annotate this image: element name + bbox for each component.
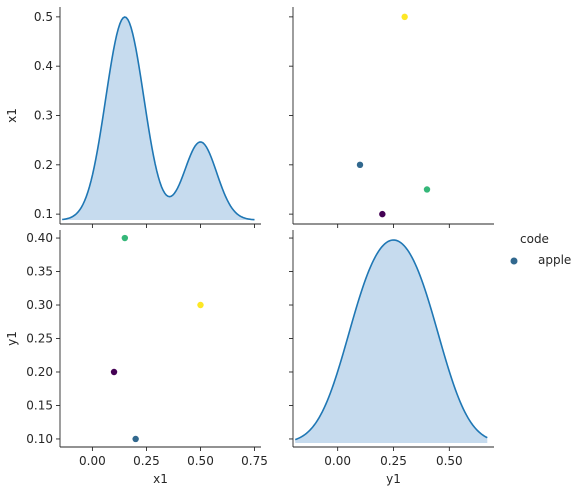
y-tick-label: 0.3 [34, 109, 53, 123]
kde-line-y1 [294, 239, 488, 441]
y-tick-label: 0.30 [26, 298, 53, 312]
y-tick-label: 0.5 [34, 10, 53, 24]
scatter-point-2 [197, 301, 204, 309]
y-axis-title: x1 [5, 108, 19, 123]
panel-y1-vs-x1: 0.10 0.15 0.20 0.25 0.30 0.35 0.40 0.00 0.25 0.50… [5, 230, 268, 486]
y-tick-label: 0.4 [34, 59, 53, 73]
scatter-point-3 [121, 234, 129, 242]
panel-x1-vs-x1: 0.1 0.2 0.3 0.4 0.5 x1 [5, 7, 261, 228]
legend-marker [510, 257, 518, 265]
y-tick-label: 0.2 [34, 158, 53, 172]
y-tick-label: 0.25 [26, 332, 53, 346]
scatter-point-2 [401, 13, 408, 21]
legend-title: code [520, 232, 549, 246]
x-tick-label: 0.50 [436, 454, 463, 468]
y-tick-label: 0.10 [26, 432, 53, 446]
kde-area-y1 [295, 240, 488, 443]
x-axis-title: x1 [153, 472, 168, 486]
panel-y1-vs-y1: 0.00 0.25 0.50 y1 [289, 230, 494, 486]
scatter-point-3 [423, 186, 431, 193]
x-tick-label: 0.00 [79, 454, 106, 468]
x-tick-label: 0.50 [187, 454, 214, 468]
y-tick-label: 0.15 [26, 398, 53, 412]
x-tick-label: 0.75 [241, 454, 268, 468]
panel-x1-vs-y1 [289, 7, 494, 228]
y-tick-label: 0.20 [26, 365, 53, 379]
y-tick-label: 0.1 [34, 207, 53, 221]
y-tick-label: 0.40 [26, 231, 53, 245]
y-axis-title: y1 [5, 331, 19, 346]
scatter-point-0 [132, 435, 139, 443]
y-tick-label: 0.35 [26, 265, 53, 279]
scatter-point-1 [110, 368, 118, 376]
x-axis-title: y1 [386, 472, 401, 486]
scatter-point-0 [356, 161, 364, 169]
scatter-point-1 [379, 210, 386, 218]
x-tick-label: 0.25 [380, 454, 407, 468]
legend-label-apple: apple [538, 253, 571, 267]
x-tick-label: 0.00 [324, 454, 351, 468]
legend: code apple [510, 232, 571, 267]
x-tick-label: 0.25 [133, 454, 160, 468]
kde-area-x1 [62, 17, 255, 220]
kde-line-x1 [62, 16, 255, 221]
